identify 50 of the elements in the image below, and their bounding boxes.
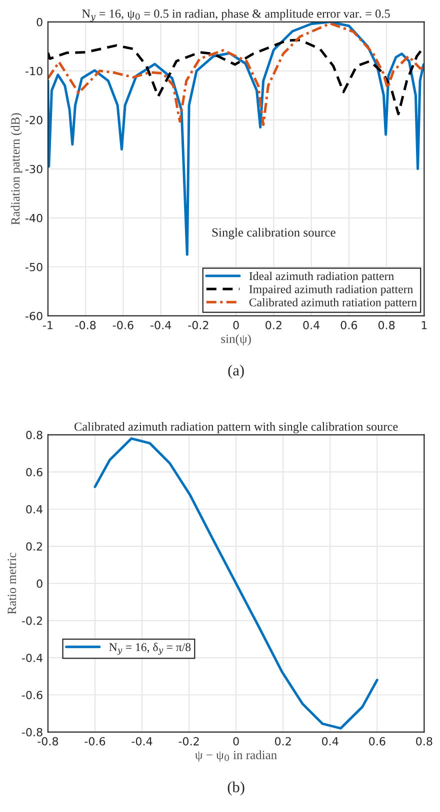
legend-label: N$_{y}$ = 16, δ$_{y}$ = π/8: [109, 642, 191, 655]
text: (b): [228, 782, 244, 796]
x-tick-label: 0: [233, 737, 239, 746]
text: (a): [228, 364, 244, 379]
legend-label: Calibrated azimuth ratiation pattern: [249, 298, 417, 309]
y-tick-label: 0.6: [26, 468, 42, 476]
y-tick-label: -20: [25, 116, 42, 124]
x-tick-label: 0.8: [416, 737, 432, 746]
legend-label: Ideal azimuth radiation pattern: [249, 272, 394, 283]
x-tick-label: 0.2: [274, 737, 291, 746]
x-tick-label: 0.2: [266, 320, 282, 330]
x-tick-label: -0.2: [178, 737, 199, 746]
line-series: [48, 38, 424, 116]
x-tick-label: 0.8: [378, 320, 395, 330]
y-tick-label: 0: [36, 579, 42, 588]
y-tick-label: -0.4: [22, 654, 42, 662]
y-axis-title: Radiation pattern (dB): [10, 113, 22, 225]
chart-title: Calibrated azimuth radiation pattern with single calibration source: [74, 422, 398, 434]
y-tick-label: 0.8: [26, 430, 42, 440]
x-tick-label: 0.4: [322, 737, 338, 746]
y-tick-label: -40: [25, 214, 42, 222]
x-tick-label: -0.8: [75, 320, 96, 330]
x-axis-title: ψ − ψ$_{0}$ in radian: [195, 750, 277, 762]
x-tick-label: -0.6: [112, 320, 134, 330]
x-tick-label: 0.6: [340, 320, 358, 330]
legend-label: Impaired azimuth radiation pattern: [249, 284, 413, 296]
y-tick-label: -0.6: [22, 690, 42, 700]
x-tick-label: 0: [233, 320, 239, 330]
y-tick-label: -50: [25, 262, 42, 272]
x-tick-label: -1: [42, 321, 52, 330]
y-tick-label: 0.2: [26, 542, 42, 551]
y-tick-label: -0.8: [22, 728, 42, 736]
x-tick-label: -0.4: [150, 320, 172, 330]
y-tick-label: -30: [25, 164, 42, 174]
y-tick-label: -10: [25, 66, 42, 76]
annotation: Single calibration source: [212, 228, 336, 240]
x-tick-label: -0.4: [132, 737, 152, 746]
x-tick-label: -0.2: [188, 320, 208, 330]
chart-title: N$_{y}$ = 16, ψ$_{0}$ = 0.5 in radian, phase & amplitude error var. = 0.5: [82, 9, 390, 22]
y-axis-title: Ratio metric: [8, 552, 16, 614]
x-axis-title: sin(ψ): [221, 334, 251, 346]
line-series: [94, 437, 378, 730]
y-tick-label: 0: [36, 18, 42, 26]
y-tick-label: -60: [25, 312, 42, 320]
x-tick-label: 1: [422, 321, 427, 330]
x-tick-label: -0.6: [84, 737, 106, 746]
y-tick-label: 0.4: [26, 505, 42, 514]
x-tick-label: 0.4: [303, 320, 320, 330]
x-tick-label: 0.6: [369, 737, 386, 746]
y-tick-label: -0.2: [22, 616, 42, 625]
